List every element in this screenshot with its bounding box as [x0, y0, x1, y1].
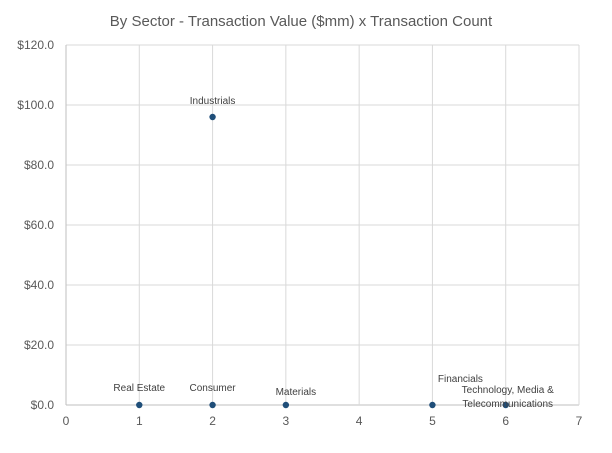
x-tick-label: 5: [429, 414, 436, 428]
axis-ticks: $0.0 $20.0 $40.0 $60.0 $80.0 $100.0 $120.0 0 1 2 3…: [17, 38, 582, 428]
data-point: [502, 401, 509, 409]
x-tick-label: 2: [209, 414, 216, 428]
y-tick-label: $40.0: [24, 278, 54, 292]
y-tick-label: $100.0: [17, 98, 54, 112]
data-label: Materials: [276, 387, 317, 398]
data-point: [209, 401, 216, 409]
data-label: Real Estate: [113, 383, 165, 394]
y-tick-label: $60.0: [24, 218, 54, 232]
y-tick-label: $0.0: [31, 398, 55, 412]
data-points: Real Estate Industrials Consumer Materials F…: [113, 96, 554, 410]
data-point: [136, 401, 143, 409]
data-point: [282, 401, 290, 409]
y-tick-label: $120.0: [17, 38, 54, 52]
chart-title: By Sector - Transaction Value ($mm) x Tr…: [110, 13, 493, 30]
data-label: Consumer: [190, 383, 237, 394]
x-tick-label: 0: [63, 414, 70, 428]
x-tick-label: 1: [136, 414, 143, 428]
x-tick-label: 6: [502, 414, 509, 428]
y-tick-label: $20.0: [24, 338, 54, 352]
y-tick-label: $80.0: [24, 158, 54, 172]
x-tick-label: 4: [356, 414, 363, 428]
data-point: [209, 113, 216, 121]
gridlines: [65, 44, 580, 406]
data-label: Financials: [438, 374, 483, 385]
x-tick-label: 3: [283, 414, 290, 428]
x-tick-label: 7: [576, 414, 583, 428]
data-point: [429, 401, 436, 409]
data-label: Technology, Media & Telecommunications: [462, 385, 554, 410]
data-label: Industrials: [190, 96, 236, 107]
